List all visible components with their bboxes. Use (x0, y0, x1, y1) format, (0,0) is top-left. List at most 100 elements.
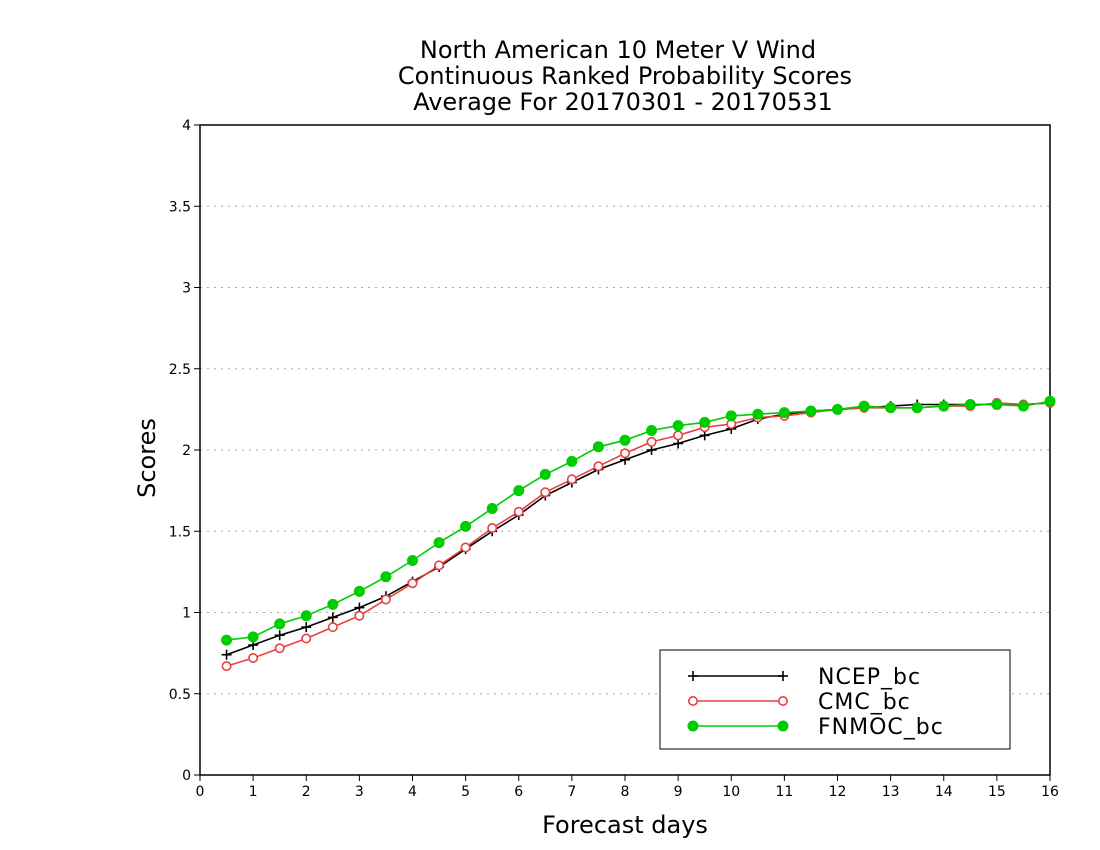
chart-title-line-2: Continuous Ranked Probability Scores (398, 62, 852, 90)
y-gridlines (200, 205, 1050, 695)
x-tick-label: 10 (722, 784, 740, 800)
x-tick-label: 5 (461, 784, 470, 800)
y-tick-label: 4 (182, 118, 191, 134)
filled-circle-marker (699, 416, 711, 428)
series-line (226, 400, 1051, 641)
filled-circle-marker (725, 410, 737, 422)
series-line (226, 402, 1051, 667)
y-tick-label: 2 (182, 443, 191, 459)
filled-circle-marker (353, 585, 365, 597)
legend-item: FNMOC_bc (687, 715, 944, 740)
plus-marker (301, 622, 312, 633)
filled-circle-marker (672, 420, 684, 432)
filled-circle-marker (858, 400, 870, 412)
filled-circle-marker (964, 399, 976, 410)
chart-title-line-3: Average For 20170301 - 20170531 (413, 88, 833, 116)
series-fnmoc-bc (221, 395, 1056, 646)
plus-marker (327, 612, 338, 623)
legend-item: NCEP_bc (688, 665, 920, 690)
filled-circle-marker (832, 403, 843, 415)
x-axis-ticks: 0 1 2 3 4 5 6 7 8 9 10 11 12 13 14 15 16 (196, 775, 1059, 800)
y-tick-label: 0.5 (169, 687, 191, 703)
plus-marker (778, 671, 788, 681)
filled-circle-marker (646, 425, 658, 436)
legend-box (659, 649, 1011, 750)
legend-item: CMC_bc (687, 690, 911, 715)
chart-title-line-1: North American 10 Meter V Wind (420, 36, 816, 64)
filled-circle-marker (460, 520, 472, 532)
open-circle-marker (460, 542, 471, 553)
filled-circle-marker (911, 402, 923, 414)
open-circle-marker (380, 594, 391, 605)
filled-circle-marker (1044, 395, 1056, 407)
filled-circle-marker (619, 434, 631, 446)
filled-circle-marker (991, 399, 1003, 410)
filled-circle-marker (777, 720, 789, 732)
open-circle-marker (593, 461, 604, 472)
y-axis-ticks: 0 0.5 1 1.5 2 2.5 3 3.5 4 (169, 118, 200, 784)
x-tick-label: 11 (775, 784, 793, 800)
y-tick-label: 1.5 (169, 524, 191, 540)
open-circle-marker (327, 622, 338, 633)
y-tick-label: 2.5 (169, 362, 191, 378)
chart-title: North American 10 Meter V Wind Continuou… (398, 36, 852, 116)
x-tick-label: 14 (935, 784, 953, 800)
filled-circle-marker (407, 555, 418, 566)
filled-circle-marker (486, 503, 498, 514)
open-circle-marker (566, 474, 577, 485)
filled-circle-marker (513, 485, 525, 497)
open-circle-marker (540, 487, 551, 498)
x-tick-label: 1 (249, 784, 258, 800)
open-circle-marker (687, 695, 698, 706)
x-tick-label: 16 (1041, 784, 1059, 800)
plus-marker (274, 630, 285, 641)
open-circle-marker (221, 661, 232, 672)
open-circle-marker (434, 560, 445, 571)
y-axis-label: Scores (133, 418, 161, 498)
x-tick-label: 9 (674, 784, 683, 800)
x-tick-label: 4 (408, 784, 417, 800)
filled-circle-marker (566, 455, 578, 467)
filled-circle-marker (885, 402, 897, 414)
x-tick-label: 12 (829, 784, 847, 800)
series-line (226, 402, 1051, 656)
filled-circle-marker (1017, 400, 1029, 412)
open-circle-marker (248, 652, 259, 663)
filled-circle-marker (805, 405, 817, 417)
x-tick-label: 8 (621, 784, 630, 800)
filled-circle-marker (380, 571, 392, 583)
filled-circle-marker (938, 400, 950, 412)
open-circle-marker (777, 695, 788, 706)
legend-label: FNMOC_bc (818, 715, 944, 740)
filled-circle-marker (433, 537, 445, 549)
series-cmc-bc (221, 397, 1056, 672)
data-series (221, 395, 1056, 672)
open-circle-marker (487, 522, 498, 533)
filled-circle-marker (687, 720, 699, 732)
open-circle-marker (301, 633, 312, 644)
filled-circle-marker (752, 408, 764, 420)
filled-circle-marker (592, 441, 604, 453)
plus-marker (688, 671, 698, 681)
filled-circle-marker (327, 598, 339, 610)
plus-marker (221, 649, 232, 660)
x-tick-label: 13 (882, 784, 900, 800)
legend-label: CMC_bc (818, 690, 911, 715)
y-tick-label: 3 (182, 281, 191, 297)
filled-circle-marker (274, 618, 286, 630)
x-tick-label: 7 (567, 784, 576, 800)
x-tick-label: 3 (355, 784, 364, 800)
y-tick-label: 1 (182, 606, 191, 622)
open-circle-marker (619, 448, 630, 459)
x-axis-label: Forecast days (542, 811, 708, 839)
filled-circle-marker (539, 468, 551, 480)
filled-circle-marker (778, 407, 790, 419)
x-tick-label: 2 (302, 784, 311, 800)
y-tick-label: 0 (182, 768, 191, 784)
filled-circle-marker (300, 610, 312, 622)
filled-circle-marker (247, 631, 259, 643)
open-circle-marker (646, 436, 657, 447)
x-tick-label: 6 (514, 784, 523, 800)
